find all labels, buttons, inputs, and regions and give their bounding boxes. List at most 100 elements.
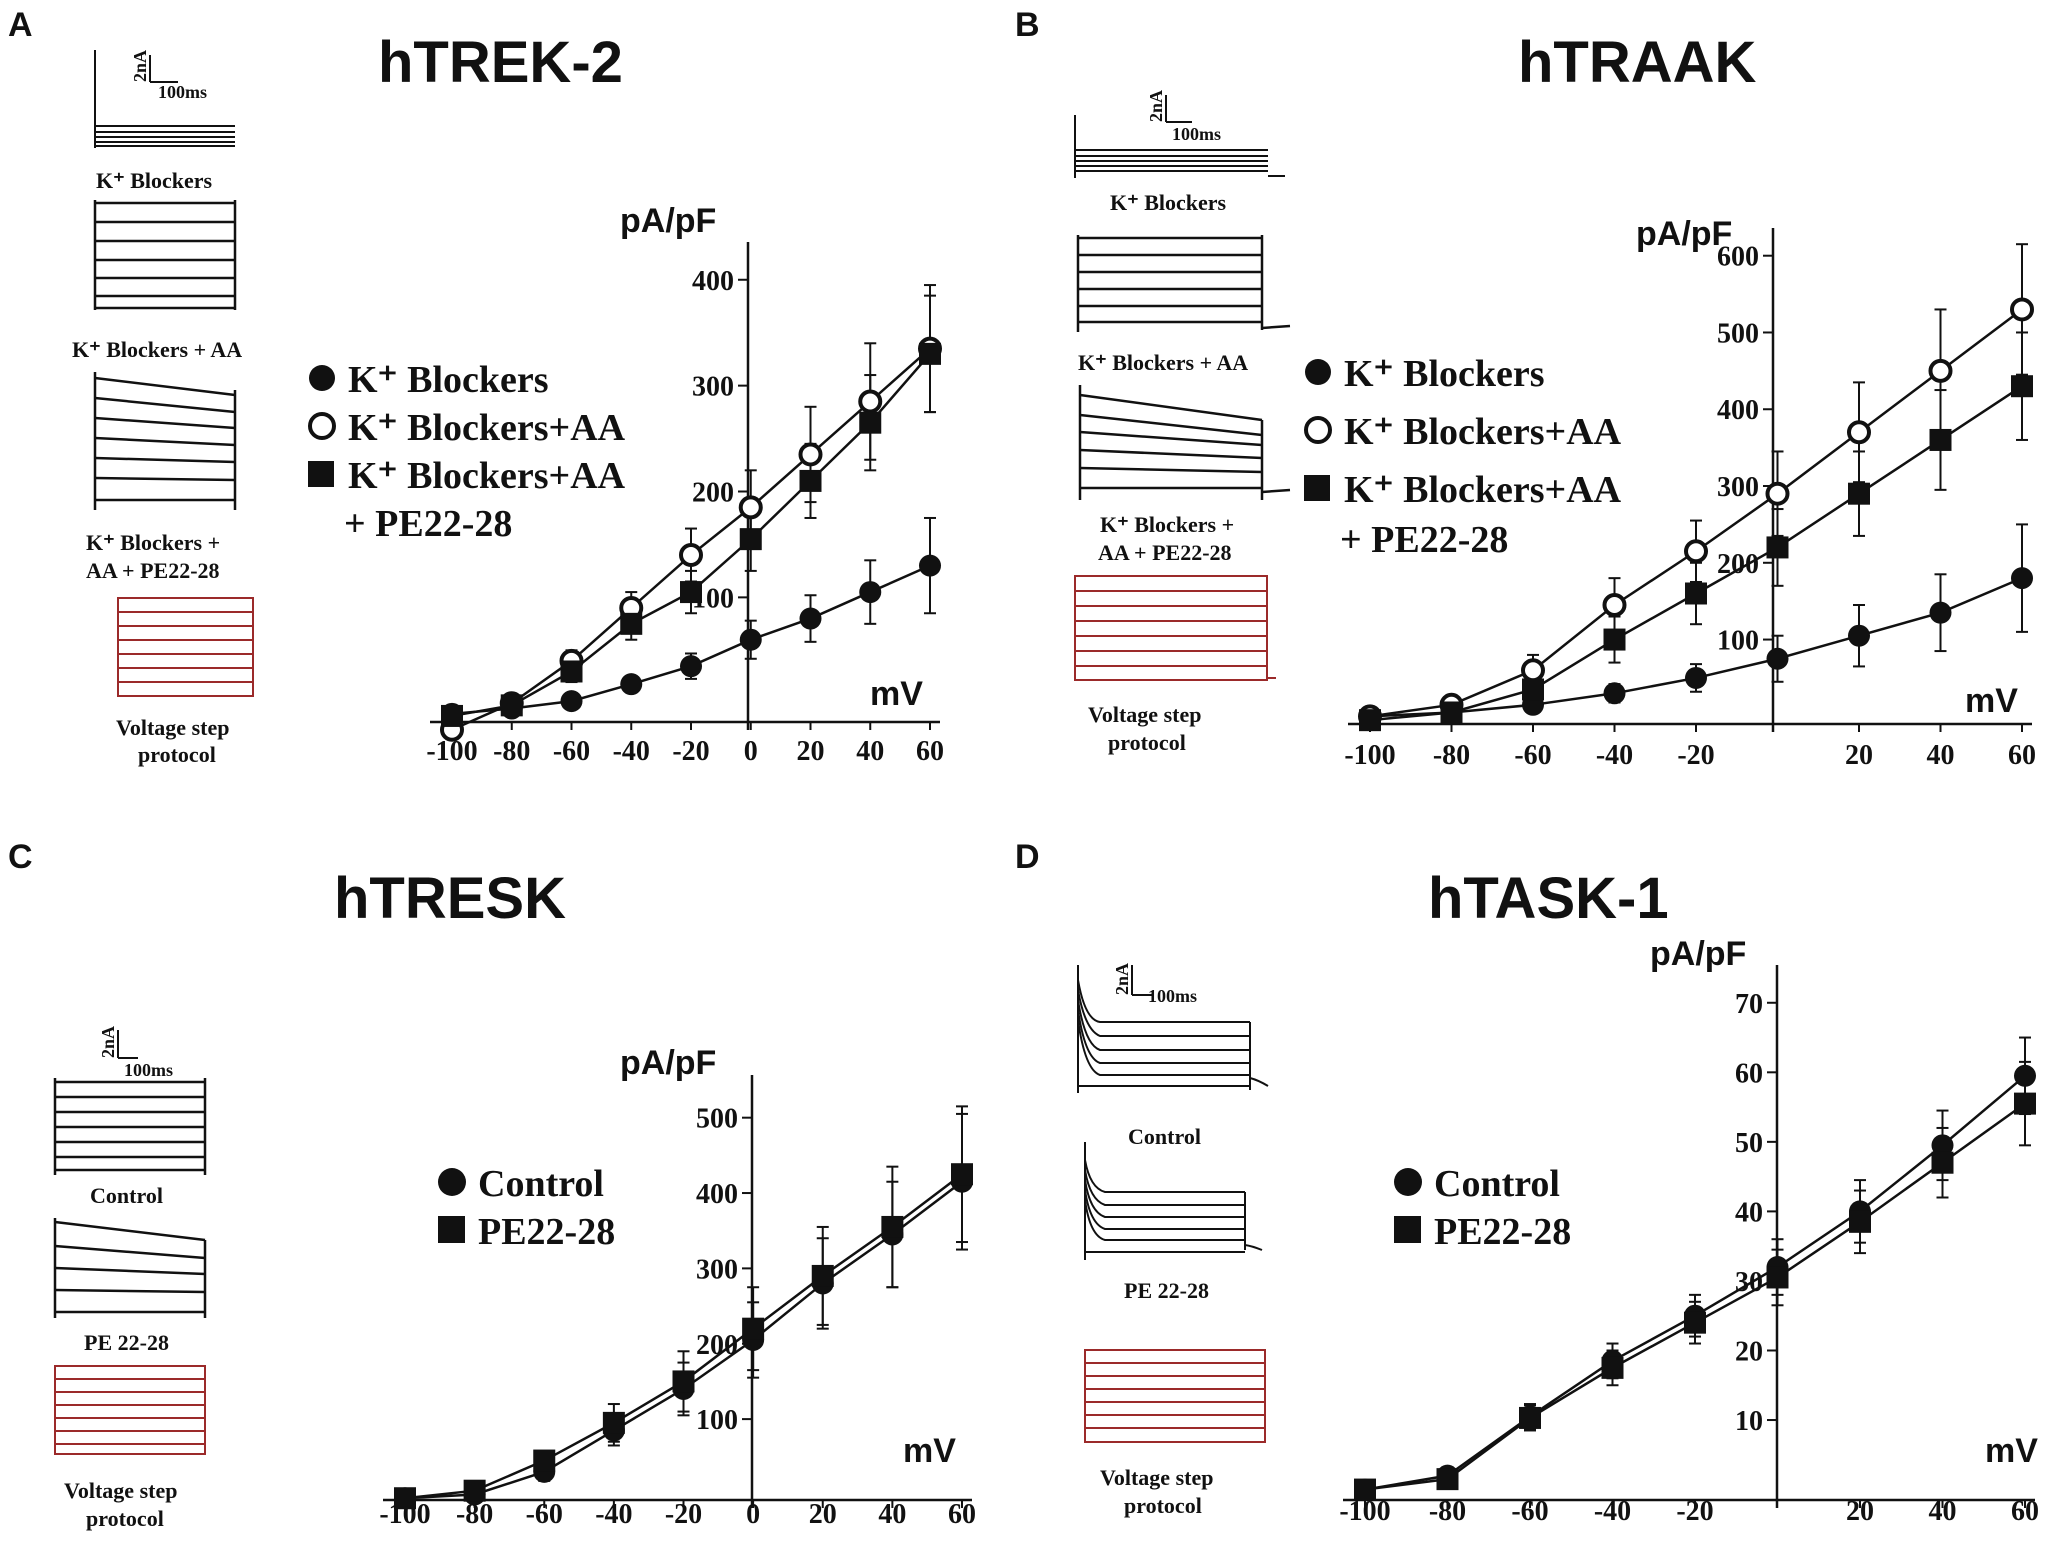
trace-label-c-1: Control (90, 1183, 163, 1208)
trace-label-c-2: PE 22-28 (84, 1330, 169, 1355)
legend-label-b-4: + PE22-28 (1340, 519, 1508, 561)
x-tick-label: -60 (1514, 740, 1551, 771)
legend-a: K⁺ Blockers K⁺ Blockers+AA K⁺ Blockers+A… (308, 359, 626, 545)
legend-label-d-2: PE22-28 (1434, 1211, 1571, 1253)
data-point-filled-square (1848, 482, 1870, 505)
legend-label-a-1: K⁺ Blockers (348, 359, 549, 401)
data-point-filled-square (951, 1163, 973, 1186)
data-point-filled-square (602, 1411, 625, 1434)
data-point-filled-circle (2014, 1064, 2036, 1087)
trace-label-b-3: K⁺ Blockers + (1100, 512, 1234, 537)
data-point-filled-square (2011, 375, 2033, 398)
scale-time-b: 100ms (1172, 124, 1221, 144)
trace-label-a-2: K⁺ Blockers + AA (72, 337, 242, 362)
data-point-filled-circle (1929, 601, 1952, 624)
y-tick-label: 100 (1717, 626, 1759, 657)
data-point-filled-circle (620, 673, 643, 696)
data-point-filled-square (1685, 582, 1707, 605)
y-tick-label: 400 (692, 266, 734, 297)
y-tick-label: 10 (1735, 1406, 1763, 1437)
trace-label-d-1: Control (1128, 1124, 1201, 1149)
data-point-filled-square (441, 704, 463, 727)
trace-label-b-2: K⁺ Blockers + AA (1078, 350, 1248, 375)
data-point-filled-circle (1931, 1134, 1954, 1157)
chart-title-d: hTASK-1 (1428, 866, 1669, 931)
data-point-filled-square (1931, 1151, 1954, 1174)
scale-time-a: 100ms (158, 82, 207, 102)
data-point-filled-square (739, 528, 762, 551)
data-point-filled-circle (799, 607, 822, 630)
data-point-filled-square (463, 1479, 486, 1502)
series-line (1364, 1074, 2026, 1491)
legend-label-c-1: Control (478, 1163, 604, 1205)
scale-current-b: 2nA (1146, 90, 1166, 122)
data-point-filled-square (1849, 1210, 1871, 1233)
data-point-filled-square (881, 1215, 904, 1238)
x-tick-label: -100 (1344, 740, 1395, 771)
x-tick-label: 40 (878, 1499, 906, 1530)
data-point-filled-square (1929, 428, 1952, 451)
data-point-filled-square (1603, 628, 1626, 651)
legend-marker-filled-square-b (1304, 475, 1330, 501)
data-point-filled-square (1519, 1406, 1541, 1429)
x-tick-label: 20 (1845, 740, 1873, 771)
data-point-open-circle (738, 495, 763, 520)
data-point-filled-square (680, 581, 702, 604)
legend-marker-filled-circle-a (309, 365, 335, 391)
data-point-filled-circle (560, 690, 583, 713)
data-point-filled-circle (739, 628, 762, 651)
data-point-filled-circle (2011, 567, 2033, 590)
x-tick-label: 0 (746, 1499, 760, 1530)
data-point-open-circle (679, 543, 703, 568)
legend-label-b-2: K⁺ Blockers+AA (1344, 411, 1622, 453)
data-point-filled-square (1359, 709, 1381, 732)
x-tick-label: -20 (1676, 1496, 1713, 1527)
data-point-filled-square (2014, 1092, 2036, 1115)
inset-traces-a: 2nA 100ms K⁺ Blockers K⁺ Blockers + AA K… (72, 50, 254, 767)
y-tick-label: 200 (1717, 549, 1759, 580)
legend-b: K⁺ Blockers K⁺ Blockers+AA K⁺ Blockers+A… (1304, 353, 1622, 561)
trace-label-b-4: AA + PE22-28 (1098, 540, 1232, 565)
legend-label-a-3: K⁺ Blockers+AA (348, 455, 626, 497)
data-point-filled-square (1436, 1468, 1459, 1491)
data-point-filled-circle (1848, 624, 1870, 647)
protocol-label-c-1: Voltage step (64, 1478, 177, 1503)
inset-traces-c: 2nA 100ms Control PE 22-28 Voltage step … (53, 1026, 207, 1531)
x-tick-label: -40 (1594, 1496, 1631, 1527)
legend-marker-filled-circle-c (438, 1168, 466, 1196)
x-tick-label: 0 (744, 736, 758, 767)
y-tick-label: 100 (696, 1405, 738, 1436)
scale-time-d: 100ms (1148, 986, 1197, 1006)
y-tick-label: 60 (1735, 1058, 1763, 1089)
x-tick-label: -60 (526, 1499, 563, 1530)
chart-title-c: hTRESK (334, 866, 566, 931)
y-tick-label: 500 (1717, 318, 1759, 349)
y-tick-label: 300 (692, 372, 734, 403)
x-tick-label: -20 (1677, 740, 1714, 771)
trace-label-a-1: K⁺ Blockers (96, 168, 213, 193)
x-axis-label: mV (870, 675, 923, 713)
inset-traces-b: 2nA 100ms K⁺ Blockers K⁺ Blockers + AA K… (1074, 90, 1291, 755)
data-point-filled-square (1684, 1311, 1706, 1334)
protocol-label-d-1: Voltage step (1100, 1465, 1213, 1490)
trace-label-a-3: K⁺ Blockers + (86, 530, 220, 555)
x-tick-label: 40 (1927, 740, 1955, 771)
x-tick-label: -20 (665, 1499, 702, 1530)
y-tick-label: 70 (1735, 989, 1763, 1020)
data-point-open-circle (858, 389, 883, 414)
x-tick-label: 20 (797, 736, 825, 767)
data-point-filled-square (1354, 1478, 1376, 1501)
inset-traces-d: 2nA 100ms Control PE 22-28 (1077, 963, 1269, 1518)
data-point-open-circle (2010, 297, 2034, 322)
x-tick-label: -100 (1339, 1496, 1390, 1527)
data-point-filled-square (919, 342, 941, 365)
legend-d: Control PE22-28 (1394, 1163, 1571, 1253)
plot-b: 100 200 300 400 500 600 -100 -80 -60 -40 -20 20 40 60… (1344, 215, 2036, 771)
data-point-filled-square (1522, 678, 1544, 701)
panel-letter-d: D (1015, 838, 1040, 876)
trace-label-b-1: K⁺ Blockers (1110, 190, 1227, 215)
data-point-filled-circle (919, 554, 941, 577)
x-tick-label: 60 (2008, 740, 2036, 771)
